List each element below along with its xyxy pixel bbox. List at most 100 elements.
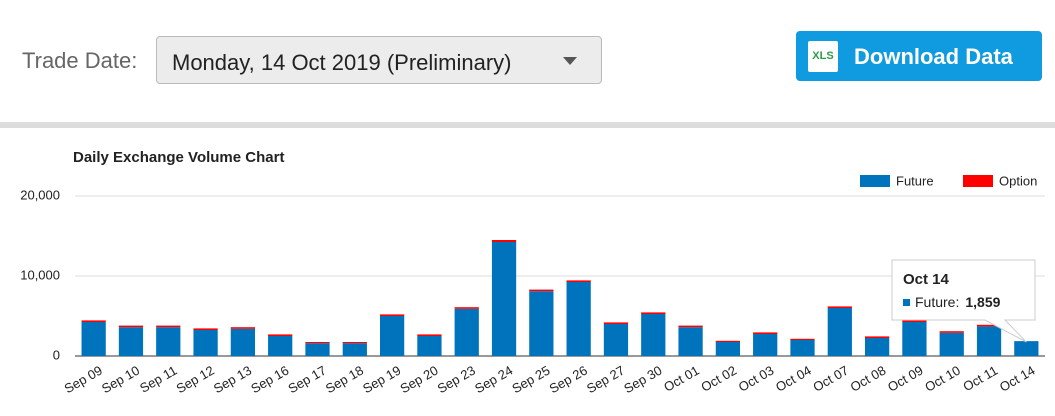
trade-date-value: Monday, 14 Oct 2019 (Preliminary) [172, 50, 512, 75]
bar-segment [268, 334, 293, 336]
x-tick-label: Sep 12 [174, 363, 217, 397]
bar-segment [268, 336, 293, 356]
bar-segment [379, 316, 405, 356]
x-tick-label: Oct 02 [698, 363, 739, 395]
bar-segment [790, 338, 815, 340]
tooltip-title: Oct 14 [903, 271, 950, 288]
x-tick-label: Sep 18 [323, 363, 366, 397]
tooltip-box [891, 259, 1036, 343]
bar-segment [342, 342, 367, 344]
tooltip-swatch [903, 299, 910, 306]
x-tick-label: Sep 09 [62, 363, 105, 397]
bar-segment [230, 327, 256, 329]
x-tick-label: Sep 25 [509, 363, 552, 397]
legend-swatch [860, 175, 890, 187]
bar-segment [715, 340, 741, 342]
x-tick-label: Sep 17 [286, 363, 329, 397]
legend-swatch [963, 175, 993, 187]
bar-segment [603, 322, 629, 324]
bar-segment [379, 314, 405, 316]
bar-segment [976, 324, 1002, 327]
bar-segment [118, 325, 144, 328]
bar-segment [529, 289, 554, 292]
download-button[interactable]: XLS Download Data [796, 31, 1042, 81]
xls-icon: XLS [808, 41, 838, 72]
bar-segment [305, 343, 330, 356]
bar-segment [902, 322, 927, 356]
x-tick-label: Sep 24 [472, 363, 515, 397]
x-tick-label: Sep 16 [248, 363, 291, 397]
tooltip-value: 1,859 [965, 294, 1000, 310]
bar-segment [156, 325, 181, 328]
bar-segment [529, 291, 554, 356]
x-tick-label: Oct 11 [960, 363, 1000, 395]
chart: Daily Exchange Volume Chart 0 10,000 20,00… [20, 149, 1045, 397]
x-tick-label: Sep 10 [99, 363, 142, 397]
bar-segment [790, 340, 815, 356]
legend-label: Future [896, 173, 934, 188]
bar-segment [641, 314, 666, 356]
legend-label: Option [999, 173, 1037, 188]
bar-segment [81, 320, 106, 322]
caret [563, 57, 577, 65]
bar-segment [193, 330, 218, 356]
x-tick-label: Sep 13 [211, 363, 254, 397]
bar-segment [864, 338, 890, 356]
bar-segment [417, 334, 442, 336]
x-tick-label: Sep 30 [621, 363, 664, 397]
x-tick-label: Oct 04 [773, 363, 814, 395]
separator [0, 122, 1055, 128]
x-tick-label: Oct 01 [661, 363, 702, 395]
trade-date-label: Trade Date: [22, 48, 138, 73]
bar-segment [1014, 341, 1039, 356]
x-tick-label: Oct 07 [810, 363, 851, 395]
bar-segment [753, 332, 778, 334]
tooltip: Oct 14 Future: 1,859 [891, 259, 1036, 343]
bar-segment [753, 334, 778, 356]
bar-segment [81, 322, 106, 356]
x-tick-label: Sep 19 [360, 363, 403, 397]
tooltip-text: Future: 1,859 [915, 294, 1001, 310]
x-tick-label: Oct 08 [848, 363, 889, 395]
bar-segment [491, 242, 517, 356]
bar-segment [715, 342, 741, 356]
y-tick-label: 10,000 [20, 267, 60, 282]
trade-date-select[interactable]: Monday, 14 Oct 2019 (Preliminary) [156, 36, 602, 84]
bar-segment [976, 326, 1002, 356]
bar-segment [491, 240, 517, 242]
bar-segment [678, 325, 703, 328]
y-tick-label: 20,000 [20, 187, 60, 202]
x-tick-label: Oct 14 [997, 363, 1038, 395]
x-tick-label: Oct 10 [922, 363, 963, 395]
bar-segment [939, 331, 964, 333]
bar-segment [902, 320, 927, 322]
bar-segment [864, 336, 890, 338]
x-tick-label: Sep 23 [435, 363, 478, 397]
bar-segment [939, 332, 964, 356]
bar-segment [603, 324, 629, 356]
y-tick-label: 0 [53, 347, 60, 362]
x-tick-label: Oct 03 [736, 363, 777, 395]
bar-segment [156, 327, 181, 356]
chart-title: Daily Exchange Volume Chart [73, 149, 284, 166]
x-tick-label: Sep 27 [584, 363, 627, 397]
bar-segment [566, 280, 591, 282]
bar-segment [342, 343, 367, 356]
bar-segment [827, 308, 852, 356]
bar-segment [118, 327, 144, 356]
bar-segment [678, 327, 703, 356]
download-label: Download Data [854, 44, 1013, 69]
bar-segment [641, 312, 666, 314]
bar-segment [454, 308, 479, 356]
bar-segment [417, 336, 442, 356]
x-tick-label: Sep 20 [397, 363, 440, 397]
x-tick-label: Sep 11 [137, 363, 179, 396]
tooltip-label: Future: [915, 294, 959, 310]
x-tick-label: Sep 26 [547, 363, 590, 397]
bar-segment [566, 282, 591, 356]
bar-segment [305, 342, 330, 344]
bar-segment [454, 307, 479, 309]
bar-segment [827, 306, 852, 308]
bar-segment [230, 328, 256, 356]
